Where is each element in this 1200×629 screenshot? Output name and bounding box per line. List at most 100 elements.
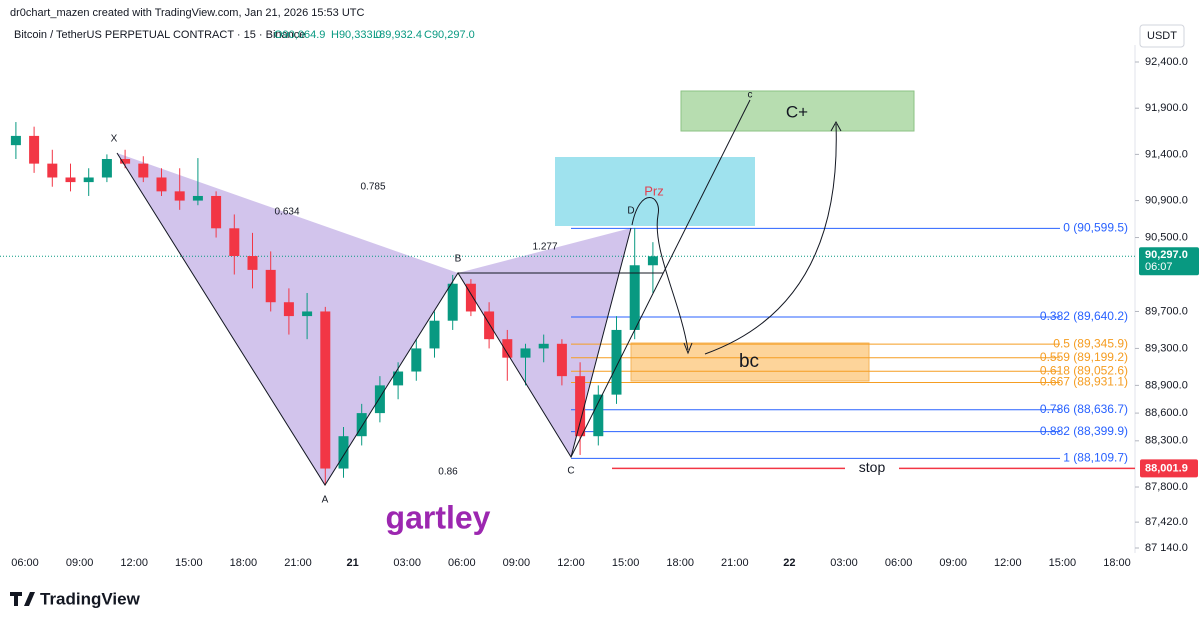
stop-label: stop [859,459,886,475]
candle-body [538,343,549,349]
candle-body [83,177,94,183]
candle-body [247,256,258,270]
fib-label: 0.382 (89,640.2) [1040,309,1128,323]
target-box [680,90,915,132]
ohlc: O90,064.9 H90,333.0 L89,932.4 C90,297.0 [274,29,475,41]
candle-body [593,394,604,437]
symbol: Bitcoin / TetherUS PERPETUAL CONTRACT · … [14,29,305,41]
y-tick-label: 88,600.0 [1145,407,1188,419]
plot [0,122,1135,486]
point-label: B [455,254,462,265]
x-tick-label: 06:00 [11,557,39,569]
x-tick-label: 18:00 [230,557,258,569]
y-tick-label: 87,800.0 [1145,481,1188,493]
fib-label: 0.5 (89,345.9) [1053,336,1128,350]
arrow-to-bc [631,197,689,351]
x-tick-label: 21:00 [284,557,312,569]
prz-label: Prz [644,183,664,198]
candle-body [338,436,349,469]
x-tick-label: 21:00 [721,557,749,569]
candle-body [556,343,567,377]
x-tick-label: 18:00 [666,557,694,569]
brand: TradingView [40,589,141,608]
y-tick-label: 87 140.0 [1145,542,1188,554]
candle-body [520,348,531,358]
ratio: 0.86 [438,467,458,478]
candle-body [101,159,112,178]
x-tick-label: 15:00 [175,557,203,569]
point-label: X [111,134,118,145]
bc-label: bc [739,351,759,372]
candle-body [575,376,586,437]
fib-label: 0.667 (88,931.1) [1040,375,1128,389]
prz-box [555,157,755,226]
x-tick-label: 21 [346,557,358,569]
ratio: 0.785 [360,182,385,193]
c-line [570,99,751,458]
stop-price: 88,001.9 [1145,462,1188,474]
candle-body [156,177,167,192]
last-price-box [1139,247,1199,276]
pattern-xab [117,153,458,485]
point-label: A [322,495,329,506]
candle-body [647,256,658,266]
open: O90,064.9 [274,29,325,41]
fib-label: 0 (90,599.5) [1063,221,1128,235]
stop-price-box [1140,459,1198,478]
x-tick-label: 12:00 [994,557,1022,569]
candle-body [47,163,58,178]
x-tick-label: 06:00 [885,557,913,569]
fib-label: 0.618 (89,052.6) [1040,363,1128,377]
target-label: C+ [786,102,808,121]
pattern-bcd [458,228,631,457]
point-label: C [567,466,574,477]
candle-body [65,177,76,183]
x-tick-label: 22 [783,557,795,569]
candle-body [320,311,331,469]
candle-body [283,302,294,317]
stop-label-bg [845,459,899,478]
candle-body [502,339,513,358]
candle-body [411,348,422,372]
countdown: 06:07 [1145,261,1173,273]
logo-mark [10,592,35,606]
x-tick-label: 18:00 [1103,557,1131,569]
c-label: c [748,90,753,101]
fib-label: 0.559 (89,199.2) [1040,350,1128,364]
high: H90,333.0 [331,29,382,41]
candle-body [611,329,622,395]
x-tick-label: 09:00 [66,557,94,569]
y-tick-label: 92,400.0 [1145,56,1188,68]
currency-box[interactable] [1139,24,1185,48]
candle-body [465,283,476,312]
low: L89,932.4 [373,29,422,41]
candle-body [429,320,440,349]
arrow-head [830,120,842,132]
candle-body [356,413,367,437]
x-tick-label: 12:00 [557,557,585,569]
pattern-line [116,152,632,486]
currency[interactable]: USDT [1147,30,1177,42]
y-tick-label: 88,900.0 [1145,379,1188,391]
y-tick-label: 88,300.0 [1145,435,1188,447]
close: C90,297.0 [424,29,475,41]
candle-body [10,135,21,146]
y-tick-label: 89,700.0 [1145,305,1188,317]
y-tick-label: 87,420.0 [1145,516,1188,528]
candle-body [629,265,640,330]
candle-body [29,135,40,164]
candle-body [484,311,495,340]
y-tick-label: 91,400.0 [1145,148,1188,160]
y-tick-label: 90,500.0 [1145,231,1188,243]
credit: dr0chart_mazen created with TradingView.… [10,7,364,19]
candle-body [229,228,240,257]
candle-body [138,163,149,178]
arrow-to-target [704,123,837,355]
candle-body [447,283,458,321]
point-label: D [627,206,634,217]
fib-label: 0.882 (88,399.9) [1040,424,1128,438]
candle-body [174,191,185,201]
x-tick-label: 03:00 [393,557,421,569]
x-tick-label: 03:00 [830,557,858,569]
